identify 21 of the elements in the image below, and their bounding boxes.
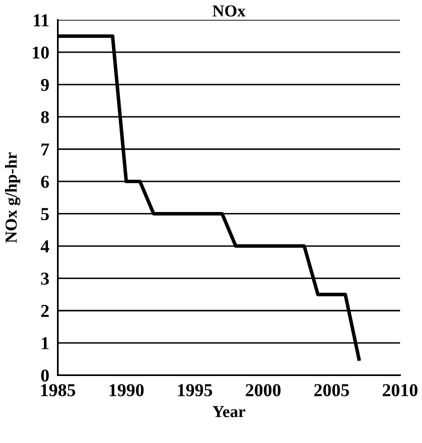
- y-tick-label: 8: [41, 111, 49, 124]
- y-tick-label: 7: [41, 144, 50, 156]
- chart-title: NOx: [212, 5, 246, 17]
- x-tick-label: 2000: [246, 384, 281, 396]
- y-tick-label: 2: [41, 304, 49, 317]
- y-tick-label: 10: [32, 46, 49, 59]
- y-tick-label: 6: [41, 176, 49, 188]
- y-tick-label: 1: [42, 337, 49, 350]
- y-axis-title: NOx g/hp-hr: [5, 152, 20, 243]
- y-tick-label: 11: [34, 14, 49, 26]
- x-axis-title: Year: [212, 406, 246, 418]
- y-tick-label: 9: [40, 78, 49, 91]
- y-tick-label: 0: [41, 369, 49, 382]
- y-tick-label: 4: [40, 240, 50, 252]
- x-tick-label: 1990: [110, 384, 144, 396]
- x-tick-label: 1985: [41, 384, 76, 396]
- y-tick-label: 5: [41, 208, 49, 220]
- x-tick-label: 2010: [382, 384, 418, 396]
- x-tick-label: 1995: [178, 384, 212, 396]
- y-tick-label: 3: [41, 272, 49, 285]
- x-tick-label: 2005: [314, 384, 350, 396]
